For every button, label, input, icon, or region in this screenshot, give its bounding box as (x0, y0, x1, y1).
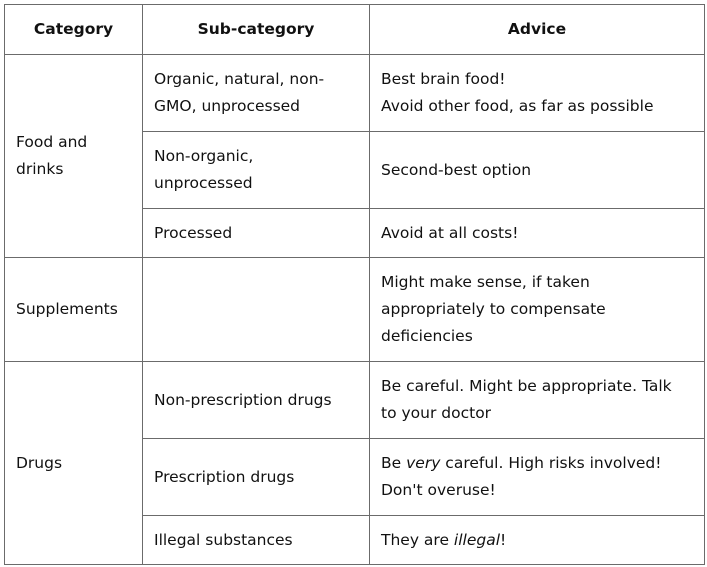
table-row: Illegal substances They are illegal! (5, 515, 705, 565)
table-row: Non-organic, unprocessed Second-best opt… (5, 131, 705, 209)
emphasis: illegal (453, 530, 501, 549)
category-drugs: Drugs (4, 361, 143, 565)
table-row: Food and drinks Organic, natural, non- G… (4, 54, 705, 258)
advice-cell: They are illegal! (369, 515, 705, 565)
advice-cell: Best brain food! Avoid other food, as fa… (369, 54, 705, 132)
subcategory-cell: Illegal substances (142, 515, 370, 565)
advice-cell: Be careful. Might be appropriate. Talk t… (369, 361, 705, 439)
emphasis: very (406, 454, 441, 472)
subcategory-cell: Prescription drugs (142, 438, 370, 516)
header-category: Category (4, 4, 143, 55)
subcategory-cell: Processed (142, 208, 370, 258)
table-row: Supplements Might make sense, if taken a… (4, 257, 705, 362)
header-advice: Advice (369, 4, 705, 55)
header-row: Category Sub-category Advice (4, 4, 705, 55)
subcategory-cell: Non-organic, unprocessed (142, 131, 370, 209)
table-row: Drugs Non-prescription drugs Be careful.… (4, 361, 705, 565)
category-supplements: Supplements (4, 257, 143, 362)
advice-table: Category Sub-category Advice Food and dr… (4, 4, 705, 565)
subcategory-cell: Non-prescription drugs (142, 361, 370, 439)
advice-cell: Second-best option (369, 131, 705, 209)
advice-cell: Be very careful. High risks involved! Do… (369, 438, 705, 516)
category-food-drinks: Food and drinks (4, 54, 143, 258)
header-subcategory: Sub-category (142, 4, 370, 55)
subcategory-cell (142, 257, 370, 362)
advice-cell: Might make sense, if taken appropriately… (369, 257, 705, 362)
subcategory-cell: Organic, natural, non- GMO, unprocessed (142, 54, 370, 132)
advice-cell: Avoid at all costs! (369, 208, 705, 258)
table-row: Prescription drugs Be very careful. High… (5, 438, 705, 516)
table-row: Processed Avoid at all costs! (5, 208, 705, 258)
